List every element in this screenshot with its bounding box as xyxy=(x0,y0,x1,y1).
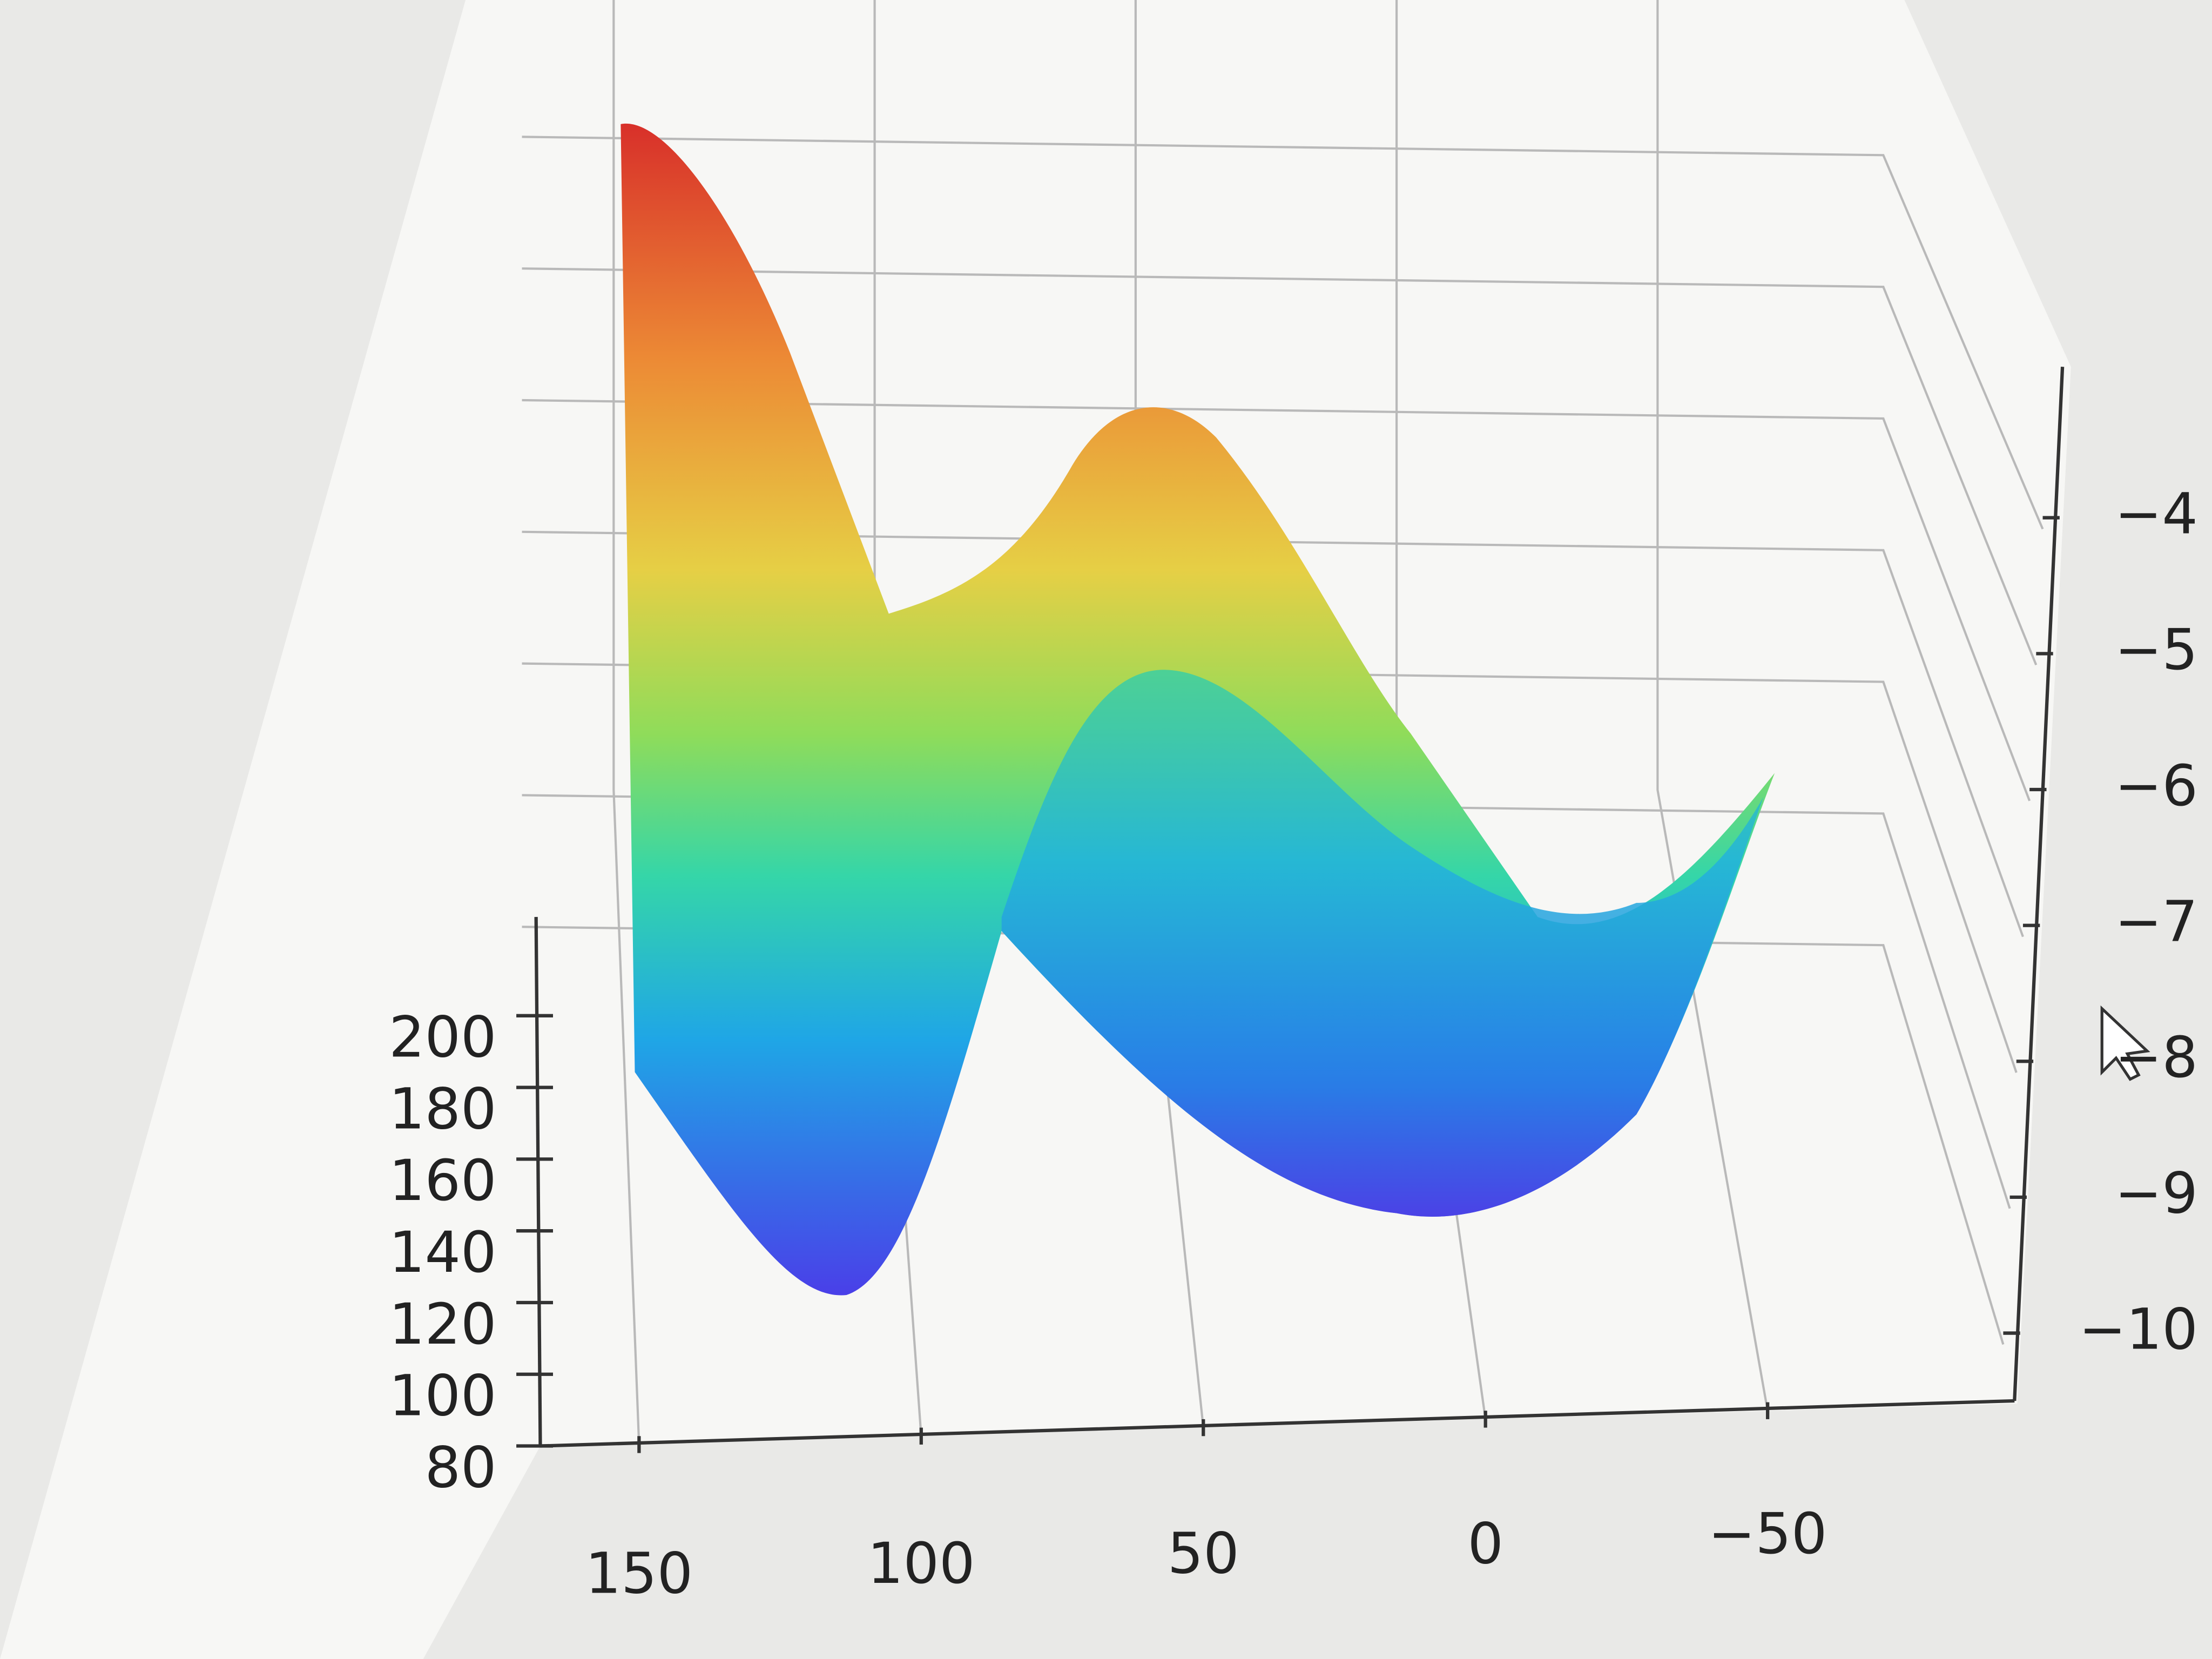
grid-line xyxy=(522,136,2044,530)
x-tick-label: 100 xyxy=(867,1530,975,1596)
y-tick-label: 180 xyxy=(389,1076,496,1142)
z-axis-line xyxy=(2013,367,2065,1401)
y-tick-label: 140 xyxy=(389,1219,496,1285)
x-tick-label: 0 xyxy=(1467,1510,1503,1576)
grid-line xyxy=(522,530,2024,938)
surface-front xyxy=(1001,670,1764,1217)
y-tick-label: 100 xyxy=(389,1363,496,1429)
y-tick-label: 160 xyxy=(389,1148,496,1213)
grid-line xyxy=(1656,0,1769,1411)
x-tick-label: 150 xyxy=(585,1540,693,1606)
z-tick-label: −7 xyxy=(2115,888,2198,954)
grid-line xyxy=(612,0,640,1445)
z-tick-label: −9 xyxy=(2115,1161,2198,1226)
z-tick-label: −6 xyxy=(2115,753,2198,819)
z-tick-label: −4 xyxy=(2115,481,2198,547)
z-tick-label: −5 xyxy=(2115,617,2198,683)
z-tick-label: −10 xyxy=(2079,1296,2197,1362)
y-axis-line xyxy=(534,916,542,1446)
grid-line xyxy=(522,267,2038,666)
x-tick-label: −50 xyxy=(1708,1501,1827,1567)
y-tick-label: 200 xyxy=(389,1004,496,1070)
mouse-cursor xyxy=(2100,1005,2150,1081)
grid-line xyxy=(522,399,2031,801)
x-tick-label: 50 xyxy=(1168,1521,1239,1587)
axes: 150 100 50 0 −5080100120140160180200−4−5−6−7… xyxy=(389,367,2198,1606)
y-tick-label: 120 xyxy=(389,1291,496,1357)
y-tick-label: 80 xyxy=(425,1434,497,1500)
z-tick-label: −8 xyxy=(2115,1024,2198,1090)
